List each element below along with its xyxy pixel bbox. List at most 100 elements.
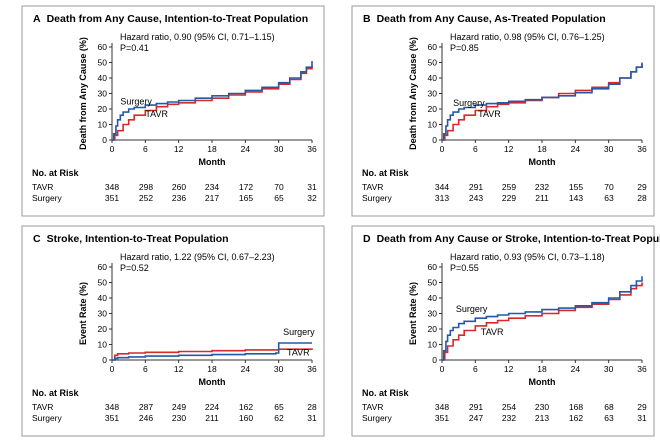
y-tick-label: 30 xyxy=(98,309,108,319)
hazard-ratio: Hazard ratio, 0.90 (95% CI, 0.71–1.15) xyxy=(120,32,275,42)
y-axis-title: Event Rate (%) xyxy=(78,282,88,345)
x-tick-label: 18 xyxy=(207,364,217,374)
y-tick-label: 50 xyxy=(428,58,438,68)
at-risk-value: 70 xyxy=(604,182,614,192)
at-risk-row-label: TAVR xyxy=(362,182,383,192)
at-risk-value: 344 xyxy=(435,182,449,192)
y-tick-label: 10 xyxy=(428,340,438,350)
series-label-surgery: Surgery xyxy=(456,304,488,314)
at-risk-header: No. at Risk xyxy=(32,388,80,398)
y-tick-label: 60 xyxy=(428,42,438,52)
x-tick-label: 30 xyxy=(604,364,614,374)
at-risk-header: No. at Risk xyxy=(362,168,410,178)
at-risk-value: 32 xyxy=(307,193,317,203)
x-tick-label: 18 xyxy=(537,364,547,374)
at-risk-value: 217 xyxy=(205,193,219,203)
at-risk-row-label: Surgery xyxy=(32,413,63,423)
x-tick-label: 36 xyxy=(307,144,317,154)
at-risk-value: 351 xyxy=(105,413,119,423)
y-tick-label: 50 xyxy=(428,278,438,288)
at-risk-value: 65 xyxy=(274,193,284,203)
x-axis-title: Month xyxy=(199,157,226,167)
y-axis-title: Death from Any Cause (%) xyxy=(78,37,88,150)
at-risk-value: 247 xyxy=(469,413,483,423)
x-tick-label: 36 xyxy=(637,144,647,154)
p-value: P=0.52 xyxy=(120,263,149,273)
series-surgery xyxy=(442,276,643,361)
x-tick-label: 30 xyxy=(604,144,614,154)
y-tick-label: 40 xyxy=(428,73,438,83)
panel-b: B Death from Any Cause, As-Treated Popula… xyxy=(351,5,655,217)
panel-title-text: Death from Any Cause or Stroke, Intentio… xyxy=(377,233,660,245)
x-tick-label: 24 xyxy=(571,144,581,154)
x-tick-label: 6 xyxy=(143,144,148,154)
y-tick-label: 0 xyxy=(432,135,437,145)
at-risk-value: 249 xyxy=(172,402,186,412)
at-risk-row-label: Surgery xyxy=(362,193,393,203)
at-risk-value: 260 xyxy=(172,182,186,192)
at-risk-value: 155 xyxy=(569,182,583,192)
panel-frame xyxy=(351,225,655,437)
at-risk-header: No. at Risk xyxy=(362,388,410,398)
y-tick-label: 20 xyxy=(98,104,108,114)
x-tick-label: 30 xyxy=(274,364,284,374)
at-risk-value: 29 xyxy=(637,182,647,192)
at-risk-value: 259 xyxy=(502,182,516,192)
at-risk-value: 254 xyxy=(502,402,516,412)
panel-letter: D xyxy=(363,233,371,245)
at-risk-value: 298 xyxy=(139,182,153,192)
y-tick-label: 20 xyxy=(428,104,438,114)
series-label-surgery: Surgery xyxy=(120,96,152,106)
x-tick-label: 12 xyxy=(174,144,184,154)
panel-letter: B xyxy=(363,13,371,25)
at-risk-value: 31 xyxy=(307,182,317,192)
at-risk-value: 31 xyxy=(637,413,647,423)
series-surgery xyxy=(442,62,643,141)
at-risk-value: 348 xyxy=(105,402,119,412)
y-tick-label: 0 xyxy=(432,355,437,365)
p-value: P=0.41 xyxy=(120,43,149,53)
p-value: P=0.85 xyxy=(450,43,479,53)
x-axis-title: Month xyxy=(529,377,556,387)
hazard-ratio: Hazard ratio, 0.93 (95% CI, 0.73–1.18) xyxy=(450,252,605,262)
at-risk-value: 287 xyxy=(139,402,153,412)
at-risk-value: 351 xyxy=(435,413,449,423)
at-risk-value: 252 xyxy=(139,193,153,203)
x-tick-label: 18 xyxy=(207,144,217,154)
x-tick-label: 24 xyxy=(571,364,581,374)
panel-title: B Death from Any Cause, As-Treated Popula… xyxy=(363,13,606,25)
y-tick-label: 60 xyxy=(98,262,108,272)
x-tick-label: 6 xyxy=(143,364,148,374)
at-risk-value: 313 xyxy=(435,193,449,203)
x-axis-title: Month xyxy=(199,377,226,387)
at-risk-value: 168 xyxy=(569,402,583,412)
x-tick-label: 0 xyxy=(440,144,445,154)
at-risk-header: No. at Risk xyxy=(32,168,80,178)
x-tick-label: 18 xyxy=(537,144,547,154)
y-tick-label: 0 xyxy=(102,135,107,145)
y-tick-label: 10 xyxy=(98,340,108,350)
y-tick-label: 10 xyxy=(98,120,108,130)
series-label-surgery: Surgery xyxy=(453,98,485,108)
series-surgery xyxy=(112,61,313,141)
panel-frame xyxy=(21,225,325,437)
hazard-ratio: Hazard ratio, 0.98 (95% CI, 0.76–1.25) xyxy=(450,32,605,42)
at-risk-value: 70 xyxy=(274,182,284,192)
at-risk-row-label: TAVR xyxy=(32,402,53,412)
series-label-surgery: Surgery xyxy=(283,327,315,337)
p-value: P=0.55 xyxy=(450,263,479,273)
series-label-tavr: TAVR xyxy=(287,347,310,357)
y-tick-label: 0 xyxy=(102,355,107,365)
panel-frame xyxy=(351,5,655,217)
x-tick-label: 36 xyxy=(637,364,647,374)
at-risk-value: 232 xyxy=(535,182,549,192)
y-tick-label: 50 xyxy=(98,278,108,288)
at-risk-value: 29 xyxy=(637,402,647,412)
x-tick-label: 12 xyxy=(174,364,184,374)
y-tick-label: 60 xyxy=(98,42,108,52)
series-surgery xyxy=(112,342,312,361)
x-tick-label: 0 xyxy=(110,364,115,374)
at-risk-value: 234 xyxy=(205,182,219,192)
at-risk-value: 348 xyxy=(435,402,449,412)
